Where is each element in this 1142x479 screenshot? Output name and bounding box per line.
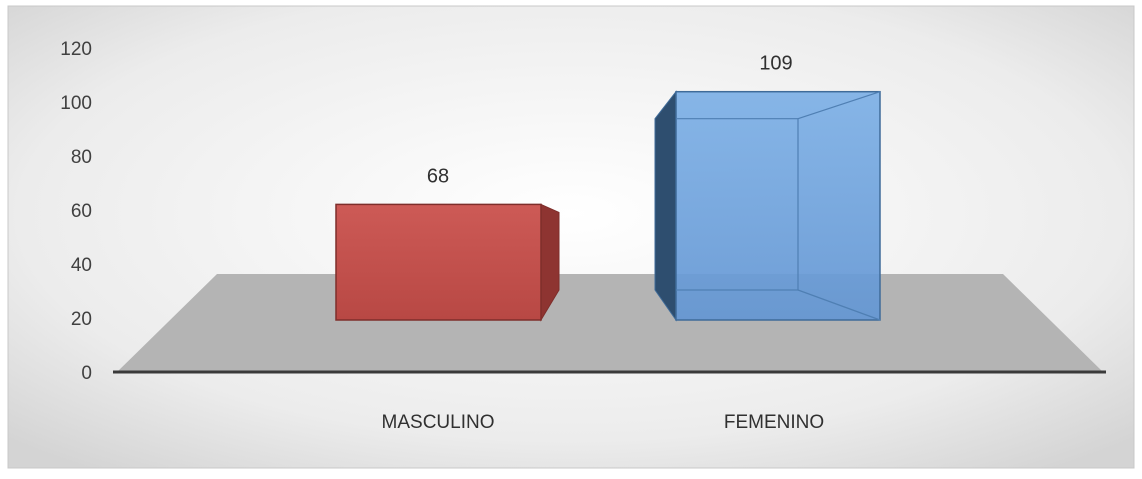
bar-inner-edges-1 [676,118,799,291]
y-tick-label-0: 0 [81,363,92,384]
y-tick-label-3: 60 [71,201,92,222]
y-axis-ticks: 0 20 40 60 80 100 120 [60,39,92,384]
y-tick-label-4: 80 [71,147,92,168]
floor-plane [117,274,1103,372]
bar-inner-diag-top-1 [797,91,881,120]
data-label-1: 109 [759,53,792,75]
x-axis-labels: MASCULINO FEMENINO [382,412,825,433]
y-tick-label-2: 40 [71,255,92,276]
bar-labels: 68 109 [427,53,793,188]
x-tick-label-0: MASCULINO [382,412,495,433]
bar-femenino [654,90,881,322]
data-label-0: 68 [427,165,449,187]
y-tick-label-1: 20 [71,309,92,330]
bar-inner-diag-bottom-1 [797,289,881,321]
chart-background [7,5,1135,469]
y-tick-label-6: 120 [60,39,92,60]
bar-front-face-0 [335,203,542,321]
bar-side-face-1 [654,90,677,322]
x-tick-label-1: FEMENINO [724,412,824,433]
bar-front-face-1 [675,90,881,321]
y-tick-label-5: 100 [60,93,92,114]
bar-masculino [335,203,560,322]
bars [335,90,881,322]
